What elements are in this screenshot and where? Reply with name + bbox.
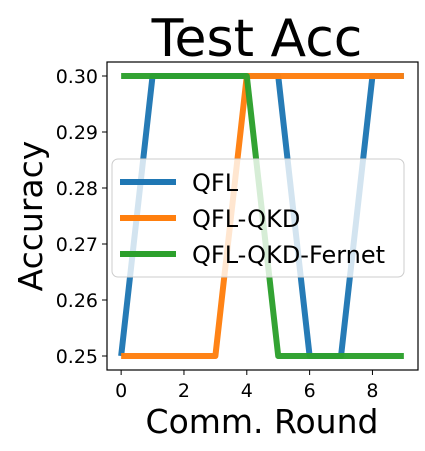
series-line-1 xyxy=(121,73,404,359)
x-axis-label: Comm. Round xyxy=(146,402,379,441)
legend-label-2: QFL-QKD-Fernet xyxy=(192,241,385,269)
x-tick-label: 6 xyxy=(304,380,316,402)
y-tick-label: 0.27 xyxy=(56,234,98,256)
y-tick-label: 0.30 xyxy=(56,66,98,88)
legend: QFL QFL-QKD QFL-QKD-Fernet xyxy=(111,158,405,278)
y-tick-label: 0.28 xyxy=(56,178,98,200)
legend-frame xyxy=(111,158,405,278)
legend-label-1: QFL-QKD xyxy=(192,205,300,233)
x-axis-ticks: 0 2 4 6 8 xyxy=(115,370,378,402)
plot-frame xyxy=(106,61,419,371)
chart-title: Test Acc xyxy=(151,9,363,69)
x-tick-label: 4 xyxy=(241,380,253,402)
x-tick-label: 0 xyxy=(115,380,127,402)
legend-label-0: QFL xyxy=(192,169,239,197)
x-tick-label: 2 xyxy=(178,380,190,402)
y-tick-label: 0.26 xyxy=(56,290,98,312)
y-tick-label: 0.29 xyxy=(56,122,98,144)
y-axis-ticks: 0.25 0.26 0.27 0.28 0.29 0.30 xyxy=(56,66,107,368)
x-tick-label: 8 xyxy=(366,380,378,402)
y-axis-label: Accuracy xyxy=(11,141,50,292)
y-tick-label: 0.25 xyxy=(56,346,98,368)
